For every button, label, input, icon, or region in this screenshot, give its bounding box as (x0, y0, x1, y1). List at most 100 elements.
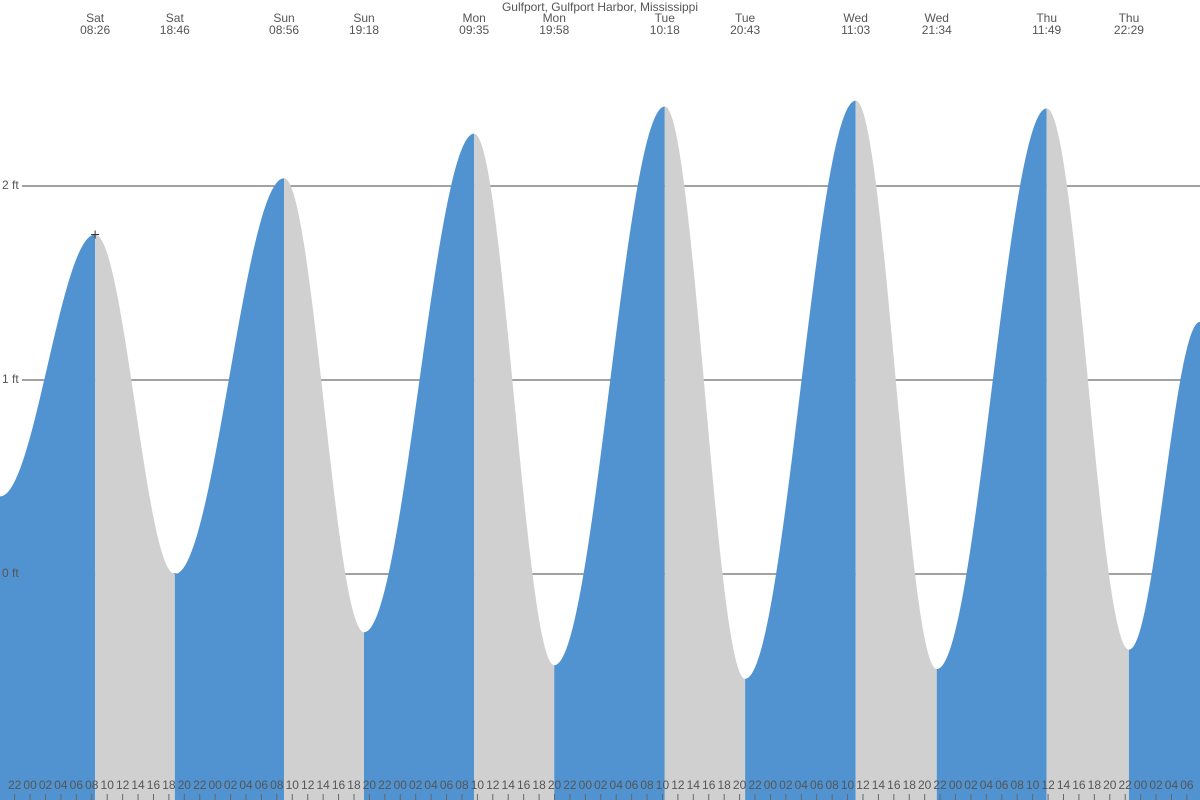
x-tick-label: 08 (455, 778, 469, 792)
x-tick-label: 16 (332, 778, 346, 792)
x-tick-label: 22 (748, 778, 762, 792)
x-tick-label: 06 (625, 778, 639, 792)
x-tick-label: 22 (563, 778, 577, 792)
rising-area (174, 178, 285, 800)
x-tick-label: 04 (54, 778, 68, 792)
x-tick-label: 02 (964, 778, 978, 792)
x-tick-label: 04 (795, 778, 809, 792)
x-tick-label: 12 (486, 778, 500, 792)
x-tick-label: 16 (702, 778, 716, 792)
x-tick-label: 00 (1134, 778, 1148, 792)
x-tick-label: 18 (532, 778, 546, 792)
chart-title: Gulfport, Gulfport Harbor, Mississippi (502, 0, 698, 14)
x-tick-label: 22 (378, 778, 392, 792)
falling-area (284, 178, 365, 800)
extreme-time: 08:26 (80, 23, 110, 37)
x-tick-label: 20 (548, 778, 562, 792)
x-tick-label: 02 (594, 778, 608, 792)
extreme-day: Sat (166, 11, 185, 25)
x-tick-label: 08 (270, 778, 284, 792)
area-layer (0, 100, 1200, 800)
x-tick-label: 14 (687, 778, 701, 792)
x-tick-label: 12 (856, 778, 870, 792)
rising-area (364, 133, 475, 800)
x-tick-label: 08 (825, 778, 839, 792)
x-tick-label: 06 (1180, 778, 1194, 792)
extreme-time: 10:18 (650, 23, 680, 37)
extreme-time: 18:46 (160, 23, 190, 37)
x-tick-label: 10 (656, 778, 670, 792)
x-tick-label: 06 (255, 778, 269, 792)
extreme-day: Sun (353, 11, 374, 25)
extreme-time: 11:49 (1032, 23, 1061, 37)
x-tick-label: 00 (208, 778, 222, 792)
x-tick-label: 16 (887, 778, 901, 792)
x-tick-label: 22 (933, 778, 947, 792)
x-tick-label: 20 (733, 778, 747, 792)
x-tick-label: 12 (301, 778, 315, 792)
x-tick-label: 18 (903, 778, 917, 792)
x-tick-label: 16 (517, 778, 531, 792)
x-tick-label: 14 (872, 778, 886, 792)
extreme-time: 19:18 (349, 23, 379, 37)
x-tick-label: 12 (116, 778, 130, 792)
x-tick-label: 22 (1119, 778, 1133, 792)
x-tick-label: 10 (471, 778, 485, 792)
x-tick-label: 02 (224, 778, 238, 792)
x-tick-label: 18 (717, 778, 731, 792)
x-tick-label: 00 (764, 778, 778, 792)
x-tick-label: 10 (286, 778, 300, 792)
x-tick-label: 04 (610, 778, 624, 792)
rising-area (1128, 321, 1200, 800)
extreme-day: Sat (86, 11, 105, 25)
x-tick-label: 06 (810, 778, 824, 792)
x-tick-label: 02 (409, 778, 423, 792)
x-tick-label: 04 (980, 778, 994, 792)
x-tick-label: 00 (949, 778, 963, 792)
x-tick-label: 08 (640, 778, 654, 792)
x-tick-label: 06 (440, 778, 454, 792)
x-tick-label: 20 (918, 778, 932, 792)
rising-area (745, 100, 856, 800)
rising-area (554, 106, 665, 800)
extreme-time: 21:34 (922, 23, 952, 37)
falling-area (1046, 108, 1129, 800)
x-tick-label: 00 (23, 778, 37, 792)
extreme-time: 22:29 (1114, 23, 1144, 37)
x-tick-label: 18 (1088, 778, 1102, 792)
x-tick-label: 04 (239, 778, 253, 792)
x-tick-label: 10 (841, 778, 855, 792)
x-tick-label: 04 (424, 778, 438, 792)
x-tick-label: 14 (502, 778, 516, 792)
x-tick-label: 10 (1026, 778, 1040, 792)
x-tick-label: 14 (316, 778, 330, 792)
y-tick-label: 2 ft (2, 178, 19, 192)
extreme-day: Thu (1036, 11, 1057, 25)
y-tick-label: 0 ft (2, 566, 19, 580)
extreme-time: 09:35 (459, 23, 489, 37)
extreme-time: 20:43 (730, 23, 760, 37)
x-tick-label: 02 (1149, 778, 1163, 792)
label-layer: 0 ft1 ft2 ftSat08:26Sat18:46Sun08:56Sun1… (2, 11, 1194, 800)
extreme-day: Tue (735, 11, 756, 25)
x-tick-label: 00 (579, 778, 593, 792)
x-tick-label: 16 (147, 778, 161, 792)
now-marker (91, 230, 100, 239)
x-tick-label: 22 (193, 778, 207, 792)
x-tick-label: 14 (131, 778, 145, 792)
x-tick-label: 06 (70, 778, 84, 792)
x-tick-label: 18 (347, 778, 361, 792)
extreme-time: 19:58 (539, 23, 569, 37)
falling-area (474, 133, 555, 800)
x-tick-label: 22 (8, 778, 22, 792)
extreme-time: 11:03 (841, 23, 870, 37)
x-tick-label: 14 (1057, 778, 1071, 792)
x-tick-label: 00 (394, 778, 408, 792)
x-tick-label: 16 (1072, 778, 1086, 792)
x-tick-label: 18 (162, 778, 176, 792)
x-tick-label: 20 (178, 778, 192, 792)
x-tick-label: 12 (671, 778, 685, 792)
x-tick-label: 02 (779, 778, 793, 792)
extreme-time: 08:56 (269, 23, 299, 37)
